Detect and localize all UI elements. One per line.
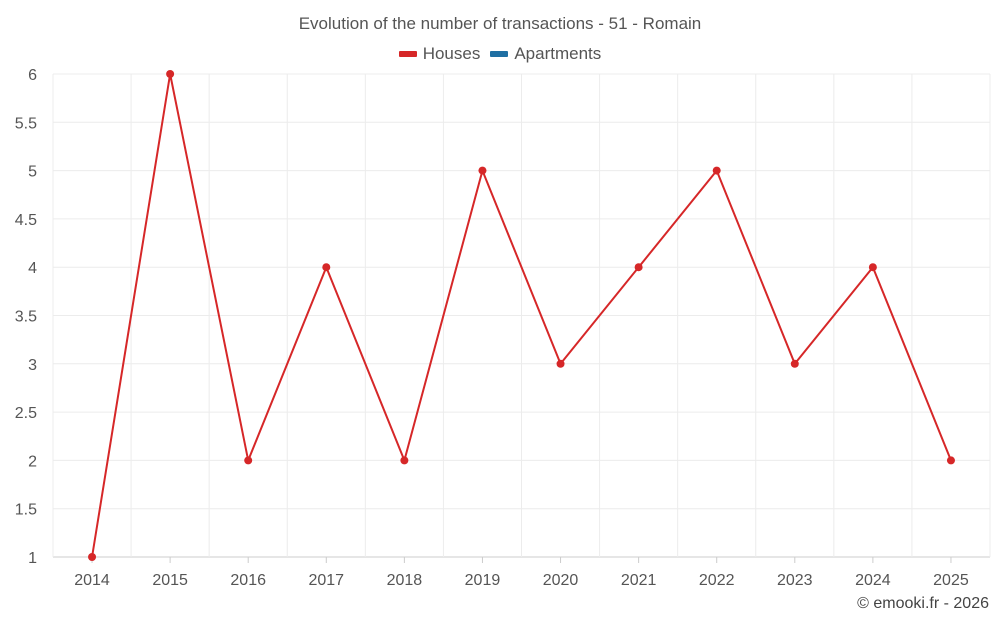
data-point-houses (244, 456, 253, 465)
data-point-houses (712, 166, 721, 175)
chart-title: Evolution of the number of transactions … (298, 14, 702, 33)
legend-label-apartments: Apartments (514, 44, 602, 63)
data-point-houses (322, 263, 331, 272)
x-tick-label: 2017 (308, 572, 344, 589)
y-tick-label: 1.5 (15, 502, 37, 519)
y-tick-label: 3.5 (15, 309, 37, 326)
x-tick-label: 2020 (543, 572, 579, 589)
y-tick-label: 5.5 (15, 115, 37, 132)
y-tick-label: 2.5 (15, 405, 37, 422)
data-point-houses (634, 263, 643, 272)
legend: Houses Apartments (0, 44, 1000, 64)
legend-swatch-houses (398, 51, 417, 57)
x-tick-label: 2015 (152, 572, 188, 589)
x-tick-label: 2025 (933, 572, 969, 589)
x-tick-label: 2014 (74, 572, 110, 589)
credit-text: © emooki.fr - 2026 (857, 595, 989, 612)
data-point-houses (868, 263, 877, 272)
x-tick-label: 2019 (465, 572, 501, 589)
x-tick-label: 2018 (387, 572, 423, 589)
data-point-houses (556, 359, 565, 368)
data-point-houses (400, 456, 409, 465)
y-tick-label: 4.5 (15, 212, 37, 229)
y-tick-label: 3 (28, 357, 37, 374)
data-point-houses (88, 553, 97, 561)
y-tick-label: 6 (28, 67, 37, 84)
x-tick-label: 2023 (777, 572, 813, 589)
data-point-houses (946, 456, 955, 465)
legend-item-apartments[interactable]: Apartments (490, 44, 601, 64)
x-tick-label: 2021 (621, 572, 657, 589)
y-tick-label: 4 (28, 260, 37, 277)
x-tick-label: 2022 (699, 572, 735, 589)
x-tick-label: 2024 (855, 572, 891, 589)
legend-item-houses[interactable]: Houses (398, 44, 481, 64)
y-tick-label: 1 (28, 550, 37, 567)
data-point-houses (166, 70, 175, 78)
legend-swatch-apartments (490, 51, 509, 57)
data-point-houses (478, 166, 487, 175)
x-tick-label: 2016 (230, 572, 266, 589)
legend-label-houses: Houses (422, 44, 481, 63)
data-point-houses (790, 359, 799, 368)
y-tick-label: 5 (28, 164, 37, 181)
y-tick-label: 2 (28, 453, 37, 470)
series-line-houses (91, 73, 952, 558)
